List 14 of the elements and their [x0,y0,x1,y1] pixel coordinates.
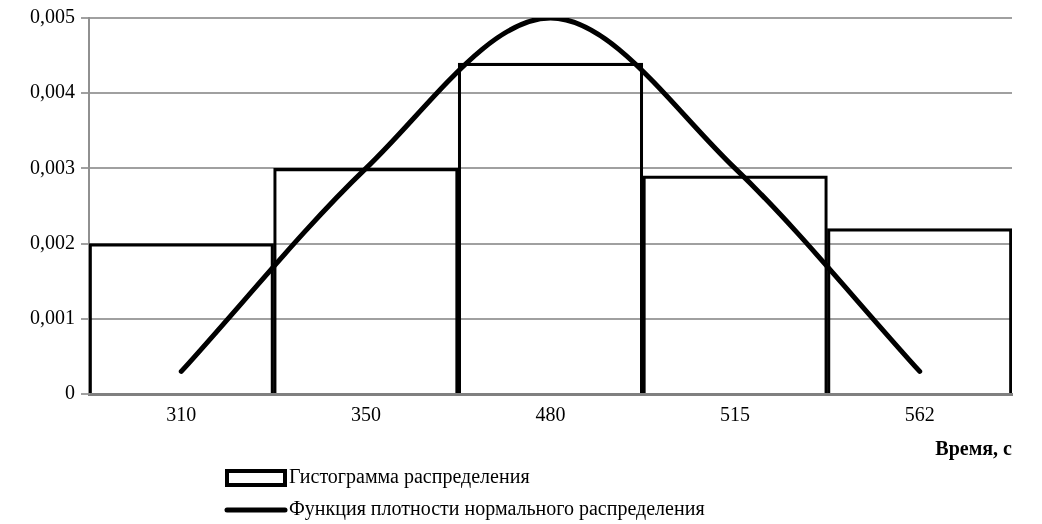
x-tick-label: 350 [350,403,381,426]
y-tick-label: 0,002 [30,230,75,253]
x-tick-label: 310 [166,403,197,426]
x-tick-label: 480 [535,403,566,426]
x-tick-label: 515 [720,403,751,426]
x-axis-title: Время, с [935,437,1013,461]
y-tick-label: 0,001 [30,306,75,329]
legend-label: Гистограмма распределения [289,465,530,489]
legend-label: Функция плотности нормального распределения [289,497,705,521]
y-tick-label: 0 [65,381,75,404]
y-tick-label: 0,004 [30,80,75,103]
y-tick-label: 0,003 [30,155,75,178]
x-tick-label: 562 [904,403,935,426]
y-tick-label: 0,005 [30,5,75,28]
